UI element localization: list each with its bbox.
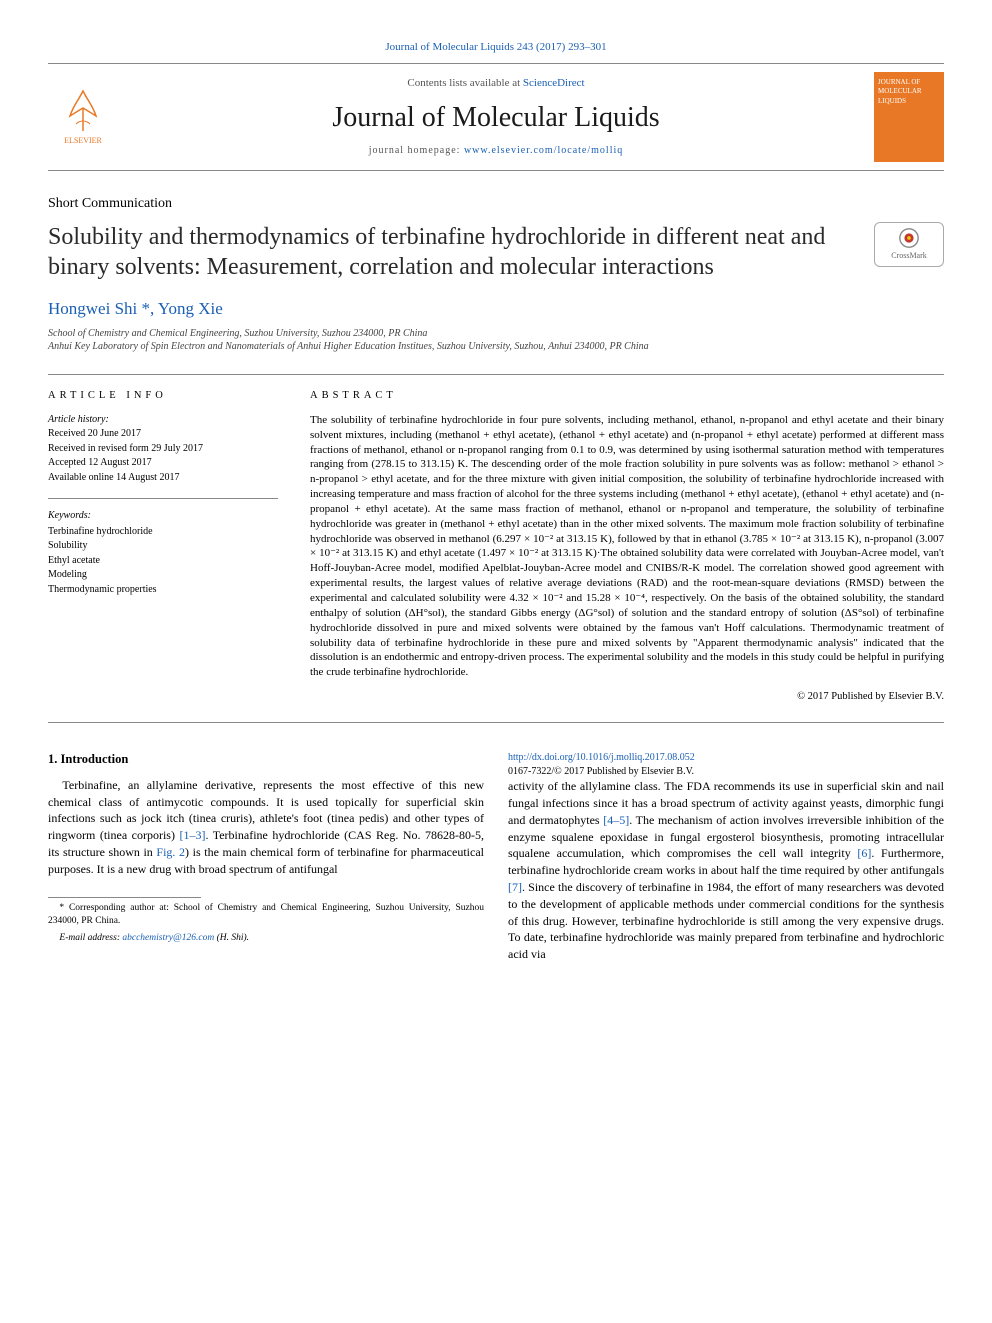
journal-homepage-link[interactable]: www.elsevier.com/locate/molliq — [464, 145, 623, 156]
citation-link[interactable]: [4–5] — [603, 813, 629, 827]
keywords: Terbinafine hydrochloride Solubility Eth… — [48, 525, 278, 597]
affiliation-line: School of Chemistry and Chemical Enginee… — [48, 327, 944, 341]
sciencedirect-link[interactable]: ScienceDirect — [523, 77, 585, 89]
keyword-item: Modeling — [48, 568, 278, 582]
masthead: ELSEVIER Contents lists available at Sci… — [48, 63, 944, 171]
citation-link[interactable]: [6] — [857, 846, 871, 860]
keyword-item: Terbinafine hydrochloride — [48, 525, 278, 539]
history-label: Article history: — [48, 413, 278, 427]
body-paragraph: activity of the allylamine class. The FD… — [508, 778, 944, 963]
email-footnote: E-mail address: abcchemistry@126.com (H.… — [48, 932, 484, 945]
abstract-text: The solubility of terbinafine hydrochlor… — [310, 413, 944, 680]
journal-citation[interactable]: Journal of Molecular Liquids 243 (2017) … — [48, 40, 944, 55]
contents-line: Contents lists available at ScienceDirec… — [130, 76, 862, 91]
history-item: Received in revised form 29 July 2017 — [48, 442, 278, 456]
journal-name: Journal of Molecular Liquids — [130, 99, 862, 137]
keyword-item: Solubility — [48, 539, 278, 553]
history-item: Received 20 June 2017 — [48, 427, 278, 441]
article-title: Solubility and thermodynamics of terbina… — [48, 222, 854, 282]
issn-line: 0167-7322/© 2017 Published by Elsevier B… — [508, 766, 694, 777]
abstract: ABSTRACT The solubility of terbinafine h… — [310, 389, 944, 705]
elsevier-logo[interactable]: ELSEVIER — [48, 77, 118, 157]
elsevier-tree-icon — [58, 86, 108, 136]
abstract-heading: ABSTRACT — [310, 389, 944, 403]
keyword-item: Thermodynamic properties — [48, 583, 278, 597]
footer-doi-block: http://dx.doi.org/10.1016/j.molliq.2017.… — [508, 751, 944, 778]
corresponding-author-footnote: * Corresponding author at: School of Che… — [48, 902, 484, 928]
keywords-label: Keywords: — [48, 498, 278, 523]
journal-homepage-line: journal homepage: www.elsevier.com/locat… — [130, 144, 862, 158]
crossmark-icon — [898, 227, 920, 249]
copyright: © 2017 Published by Elsevier B.V. — [310, 690, 944, 704]
author-link[interactable]: Hongwei Shi *, Yong Xie — [48, 299, 223, 318]
affiliation-line: Anhui Key Laboratory of Spin Electron an… — [48, 340, 944, 354]
footnote-separator — [48, 897, 201, 898]
figure-link[interactable]: Fig. 2 — [156, 845, 185, 859]
body-text: 1. Introduction Terbinafine, an allylami… — [48, 751, 944, 967]
article-history: Article history: Received 20 June 2017 R… — [48, 413, 278, 485]
article-type: Short Communication — [48, 195, 944, 214]
authors: Hongwei Shi *, Yong Xie — [48, 298, 944, 321]
citation-link[interactable]: [7] — [508, 880, 522, 894]
masthead-center: Contents lists available at ScienceDirec… — [130, 76, 862, 158]
crossmark-badge[interactable]: CrossMark — [874, 222, 944, 267]
doi-link[interactable]: http://dx.doi.org/10.1016/j.molliq.2017.… — [508, 752, 695, 763]
article-info-heading: ARTICLE INFO — [48, 389, 278, 403]
article-info: ARTICLE INFO Article history: Received 2… — [48, 389, 278, 705]
crossmark-label: CrossMark — [891, 251, 927, 262]
affiliations: School of Chemistry and Chemical Enginee… — [48, 327, 944, 354]
journal-cover-thumbnail[interactable]: JOURNAL OF MOLECULAR LIQUIDS — [874, 72, 944, 162]
body-paragraph: Terbinafine, an allylamine derivative, r… — [48, 777, 484, 878]
keyword-item: Ethyl acetate — [48, 554, 278, 568]
history-item: Available online 14 August 2017 — [48, 471, 278, 485]
history-item: Accepted 12 August 2017 — [48, 456, 278, 470]
citation-link[interactable]: [1–3] — [179, 828, 205, 842]
elsevier-label: ELSEVIER — [64, 136, 102, 147]
section-heading-introduction: 1. Introduction — [48, 751, 484, 769]
email-link[interactable]: abcchemistry@126.com — [122, 933, 214, 943]
